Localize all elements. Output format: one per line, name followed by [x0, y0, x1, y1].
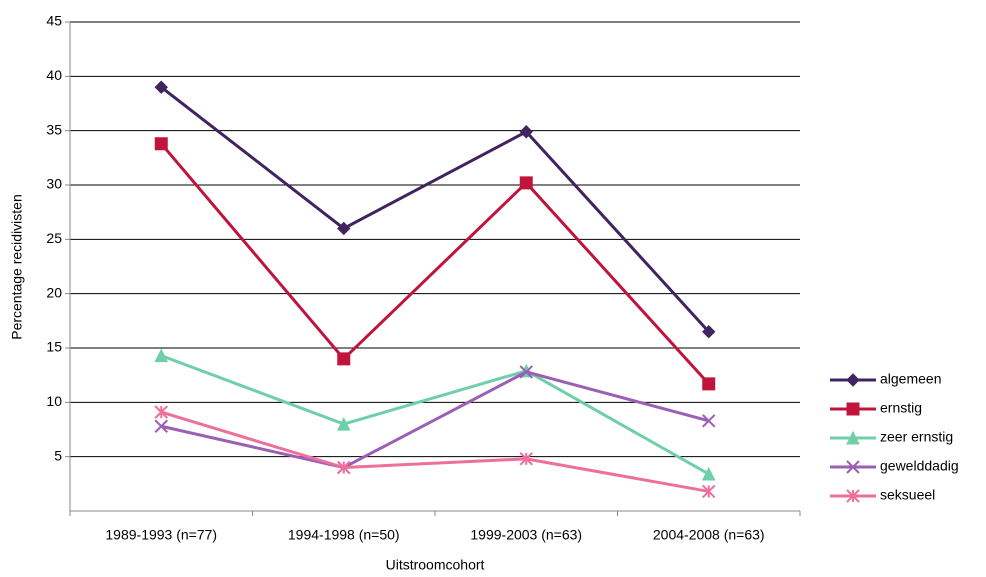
- y-axis-title: Percentage recidivisten: [9, 194, 25, 340]
- data-point: [519, 452, 533, 466]
- data-point: [701, 466, 716, 481]
- x-tick-label: 1989-1993 (n=77): [105, 527, 217, 543]
- data-point: [337, 460, 351, 475]
- y-tick-label: 40: [46, 67, 62, 83]
- series-line: [160, 86, 710, 333]
- x-tick-label: 2004-2008 (n=63): [653, 527, 765, 543]
- y-tick-label: 35: [46, 121, 62, 137]
- data-point: [702, 484, 716, 499]
- data-point: [519, 365, 533, 379]
- data-point: [154, 405, 168, 419]
- y-tick-label: 30: [46, 176, 62, 192]
- data-point: [702, 414, 716, 428]
- data-point: [336, 416, 351, 431]
- legend-label: ernstig: [880, 400, 922, 416]
- data-point: [154, 419, 168, 433]
- legend-marker: [846, 460, 860, 474]
- y-tick-label: 5: [54, 447, 62, 463]
- legend-marker: [846, 402, 860, 416]
- x-tick-label: 1999-2003 (n=63): [470, 527, 582, 543]
- y-tick-label: 15: [46, 339, 62, 355]
- data-point: [519, 176, 533, 190]
- y-tick-label: 45: [46, 13, 62, 29]
- legend-label: seksueel: [880, 487, 935, 503]
- legend-label: zeer ernstig: [880, 429, 953, 445]
- legend-label: algemeen: [880, 371, 942, 387]
- series-line: [160, 142, 710, 385]
- y-tick-label: 20: [46, 284, 62, 300]
- data-point: [519, 125, 533, 139]
- y-tick-label: 10: [46, 393, 62, 409]
- x-tick-label: 1994-1998 (n=50): [288, 527, 400, 543]
- legend-marker: [846, 489, 860, 503]
- series-line: [160, 370, 710, 470]
- data-point: [154, 348, 169, 363]
- series-line: [160, 410, 710, 493]
- legend-label: gewelddadig: [880, 458, 959, 474]
- data-point: [337, 352, 351, 366]
- data-point: [154, 80, 168, 94]
- y-tick-label: 25: [46, 230, 62, 246]
- legend-marker: [846, 430, 860, 445]
- series-line: [160, 354, 710, 476]
- data-point: [702, 377, 716, 391]
- data-point: [154, 137, 168, 151]
- legend-marker: [846, 373, 860, 387]
- data-point: [702, 324, 716, 339]
- data-point: [337, 221, 351, 236]
- x-axis-title: Uitstroomcohort: [386, 557, 485, 573]
